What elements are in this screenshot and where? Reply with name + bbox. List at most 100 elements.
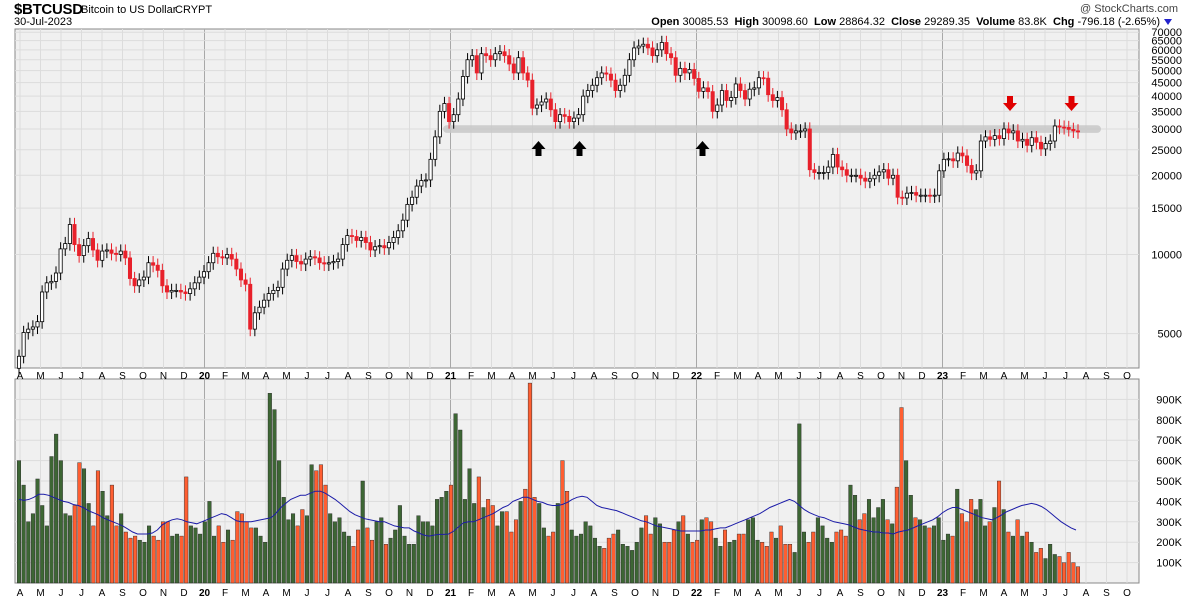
candle-body — [146, 262, 151, 278]
price-axis-label: 20000 — [1151, 170, 1182, 182]
volume-bar — [690, 542, 695, 584]
candle-body — [1071, 128, 1076, 132]
price-x-axis-label: S — [1103, 371, 1110, 382]
volume-bar — [788, 544, 793, 584]
candle-body — [812, 169, 817, 173]
volume-bar — [792, 552, 797, 584]
volume-bar — [620, 544, 625, 584]
candle-body — [433, 136, 438, 160]
volume-bars-layer — [16, 382, 1081, 584]
volume-x-axis-label: A — [17, 588, 24, 599]
price-axis-label: 15000 — [1151, 203, 1182, 215]
price-x-axis-label: A — [263, 371, 270, 382]
volume-bar — [653, 517, 658, 584]
volume-bar — [579, 533, 584, 584]
volume-bar — [490, 505, 495, 584]
chart-security-name: Bitcoin to US Dollar — [81, 4, 177, 16]
volume-bar — [21, 484, 26, 584]
support-zone — [443, 125, 1101, 133]
volume-x-axis-label: S — [857, 588, 864, 599]
candle-body — [687, 69, 692, 74]
watermark: @ StockCharts.com — [1080, 3, 1178, 15]
volume-bar — [30, 513, 35, 584]
volume-bar — [304, 515, 309, 584]
chg-down-arrow-icon — [1164, 19, 1172, 25]
volume-value: 83.8K — [1018, 16, 1047, 28]
volume-bar — [880, 499, 885, 584]
candle-body — [877, 171, 882, 176]
candle-body — [391, 237, 396, 243]
candle-body — [900, 196, 905, 199]
volume-bar — [955, 488, 960, 584]
volume-bar — [908, 495, 913, 584]
volume-bar — [448, 484, 453, 584]
volume-bar — [277, 460, 282, 584]
candle-body — [696, 78, 701, 92]
volume-x-axis-label: F — [960, 588, 966, 599]
volume-bar — [411, 544, 416, 584]
price-x-axis-label: O — [1123, 371, 1131, 382]
volume-bar — [764, 546, 769, 584]
volume-bar — [527, 382, 532, 584]
price-x-axis-label: F — [468, 371, 474, 382]
candle-body — [234, 258, 239, 270]
volume-bar — [309, 464, 314, 584]
candle-body — [465, 59, 470, 77]
candle-body — [1043, 143, 1048, 150]
price-x-axis-label: D — [426, 371, 433, 382]
candle-body — [928, 194, 933, 197]
candle-body — [793, 130, 798, 134]
candle-body — [854, 174, 859, 177]
volume-x-axis-label: J — [1043, 588, 1048, 599]
candle-body — [72, 224, 77, 246]
volume-bar — [500, 511, 505, 584]
volume-bar — [156, 539, 161, 584]
volume-bar — [72, 505, 77, 584]
candle-body — [386, 242, 391, 249]
price-axis-label: 40000 — [1151, 91, 1182, 103]
volume-bar — [569, 529, 574, 584]
volume-axis-label: 500K — [1156, 476, 1182, 488]
volume-bar — [825, 537, 830, 584]
volume-bar — [365, 527, 370, 584]
candle-body — [918, 194, 923, 197]
price-x-axis-label: N — [406, 371, 413, 382]
volume-bar — [323, 484, 328, 584]
candle-body — [1029, 137, 1034, 146]
volume-bar — [1075, 566, 1081, 584]
volume-bar — [927, 527, 932, 584]
candle-body — [733, 83, 738, 98]
volume-bar — [151, 535, 156, 584]
price-x-axis-label: O — [139, 371, 147, 382]
price-panel — [14, 28, 1140, 369]
candle-body — [354, 236, 359, 241]
candles-layer — [16, 35, 1081, 376]
candle-body — [766, 77, 771, 96]
close-label: Close — [891, 16, 922, 28]
candle-body — [484, 53, 489, 57]
candle-body — [780, 97, 785, 111]
volume-bar — [239, 513, 244, 584]
candle-body — [955, 152, 960, 162]
volume-bar — [179, 535, 184, 584]
volume-bar — [54, 433, 59, 584]
volume-axis-label: 100K — [1156, 558, 1182, 570]
candle-body — [622, 74, 627, 86]
volume-bar — [481, 507, 486, 584]
volume-axis-label: 700K — [1156, 435, 1182, 447]
volume-bar — [235, 511, 240, 584]
volume-bar — [783, 544, 788, 584]
volume-bar — [1029, 542, 1034, 584]
volume-bar — [193, 527, 198, 584]
volume-bar — [346, 535, 351, 584]
candle-body — [608, 73, 613, 81]
candle-body — [40, 291, 45, 323]
candle-body — [188, 288, 193, 294]
volume-x-axis-label: S — [1103, 588, 1110, 599]
candle-body — [447, 103, 452, 123]
volume-bar — [1038, 548, 1043, 584]
candle-body — [262, 299, 267, 308]
candle-body — [44, 282, 49, 293]
candle-body — [738, 83, 743, 91]
volume-x-axis-label: D — [672, 588, 679, 599]
